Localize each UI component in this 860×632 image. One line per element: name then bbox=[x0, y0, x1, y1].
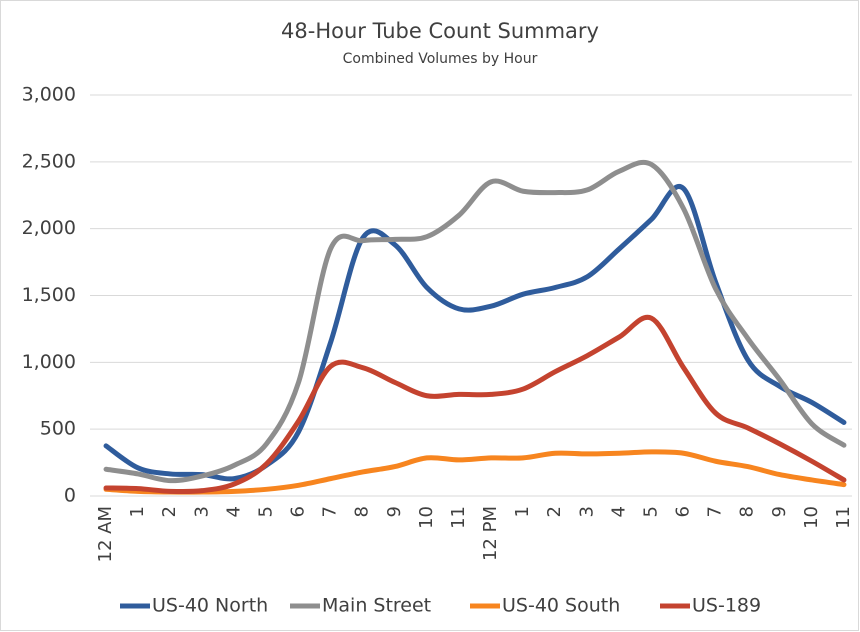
x-tick-label: 12 AM bbox=[95, 506, 116, 562]
x-tick-label: 4 bbox=[608, 506, 629, 517]
x-tick-label: 8 bbox=[737, 506, 758, 517]
x-tick-label: 5 bbox=[640, 506, 661, 517]
legend-item: Main Street bbox=[290, 595, 431, 617]
chart-title: 48-Hour Tube Count Summary bbox=[281, 19, 599, 43]
x-tick-label: 3 bbox=[576, 506, 597, 517]
x-tick-label: 9 bbox=[769, 506, 790, 517]
y-tick-label: 2,000 bbox=[22, 217, 76, 239]
series-line bbox=[103, 449, 847, 495]
x-tick-label: 7 bbox=[705, 506, 726, 517]
legend-item: US-40 North bbox=[120, 595, 268, 617]
legend-item: US-40 South bbox=[470, 595, 620, 617]
legend-label: US-40 South bbox=[502, 595, 620, 617]
y-tick-label: 0 bbox=[64, 485, 76, 507]
x-tick-label: 2 bbox=[544, 506, 565, 517]
chart-subtitle: Combined Volumes by Hour bbox=[343, 51, 538, 67]
x-tick-label: 4 bbox=[223, 506, 244, 517]
x-tick-label: 6 bbox=[673, 506, 694, 517]
x-tick-label: 1 bbox=[127, 506, 148, 517]
legend-label: US-189 bbox=[692, 595, 761, 617]
series-line bbox=[103, 159, 847, 484]
legend-label: Main Street bbox=[322, 595, 431, 617]
x-tick-label: 6 bbox=[288, 506, 309, 517]
y-tick-label: 1,000 bbox=[22, 351, 76, 373]
series-line bbox=[103, 314, 847, 495]
legend-label: US-40 North bbox=[152, 595, 268, 617]
x-tick-label: 7 bbox=[320, 506, 341, 517]
x-tick-label: 1 bbox=[512, 506, 533, 517]
y-tick-label: 3,000 bbox=[22, 84, 76, 106]
x-tick-label: 5 bbox=[255, 506, 276, 517]
y-tick-label: 2,500 bbox=[22, 150, 76, 172]
legend-item: US-189 bbox=[660, 595, 761, 617]
x-tick-label: 10 bbox=[801, 506, 822, 529]
y-tick-label: 500 bbox=[40, 418, 76, 440]
x-tick-label: 3 bbox=[191, 506, 212, 517]
y-tick-label: 1,500 bbox=[22, 284, 76, 306]
x-tick-label: 9 bbox=[384, 506, 405, 517]
x-tick-label: 2 bbox=[159, 506, 180, 517]
x-tick-label: 12 PM bbox=[480, 506, 501, 561]
x-tick-label: 11 bbox=[448, 506, 469, 529]
x-tick-label: 8 bbox=[352, 506, 373, 517]
x-tick-label: 10 bbox=[416, 506, 437, 529]
x-tick-label: 11 bbox=[833, 506, 854, 529]
